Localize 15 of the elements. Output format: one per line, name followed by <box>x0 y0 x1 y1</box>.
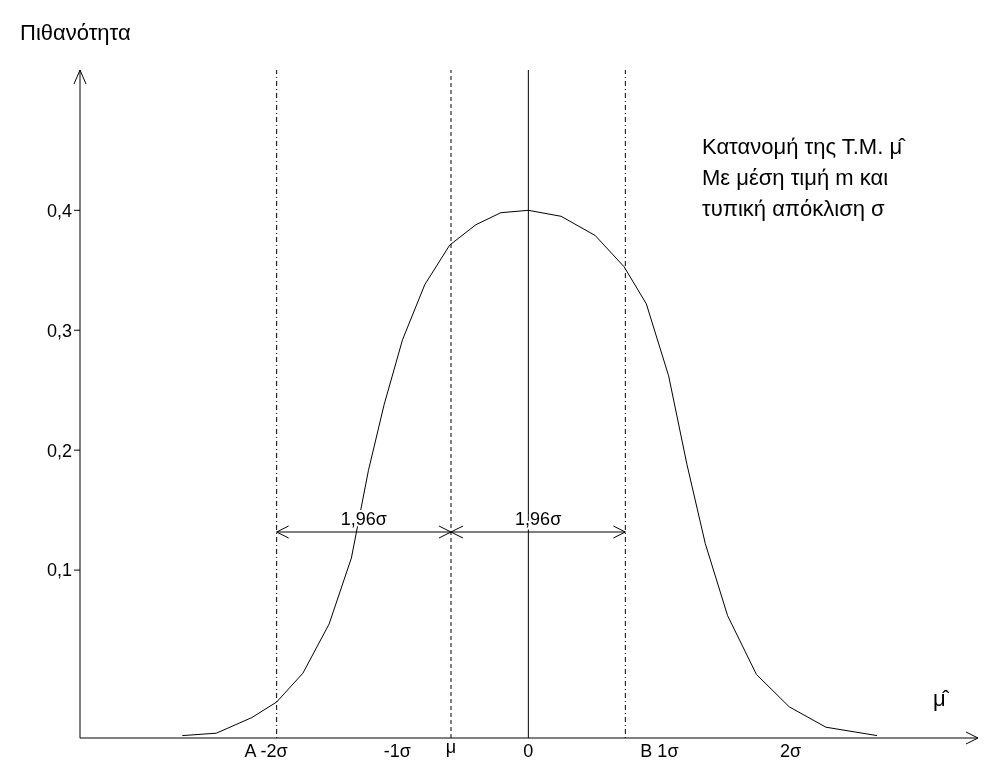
annotation: Κατανομή της Τ.Μ. μ̂ <box>702 134 907 159</box>
x-tick-label: A -2σ <box>244 740 288 761</box>
x-tick-label: 2σ <box>779 740 802 761</box>
y-tick-label: 0,1 <box>46 560 72 581</box>
annotation: τυπική απόκλιση σ <box>702 196 886 221</box>
y-tick-label: 0,3 <box>46 320 72 341</box>
annotation: Με μέση τιμή m και <box>702 165 889 190</box>
ref-line-label: μ <box>445 736 457 757</box>
x-tick-label: 0 <box>523 740 534 761</box>
y-tick-label: 0,2 <box>46 440 72 461</box>
y-tick-label: 0,4 <box>46 200 72 221</box>
x-axis-title: μ̂ <box>933 686 950 711</box>
x-tick-label: B 1σ <box>640 740 679 761</box>
x-tick-label: -1σ <box>383 740 411 761</box>
y-axis-title: Πιθανότητα <box>20 20 131 45</box>
